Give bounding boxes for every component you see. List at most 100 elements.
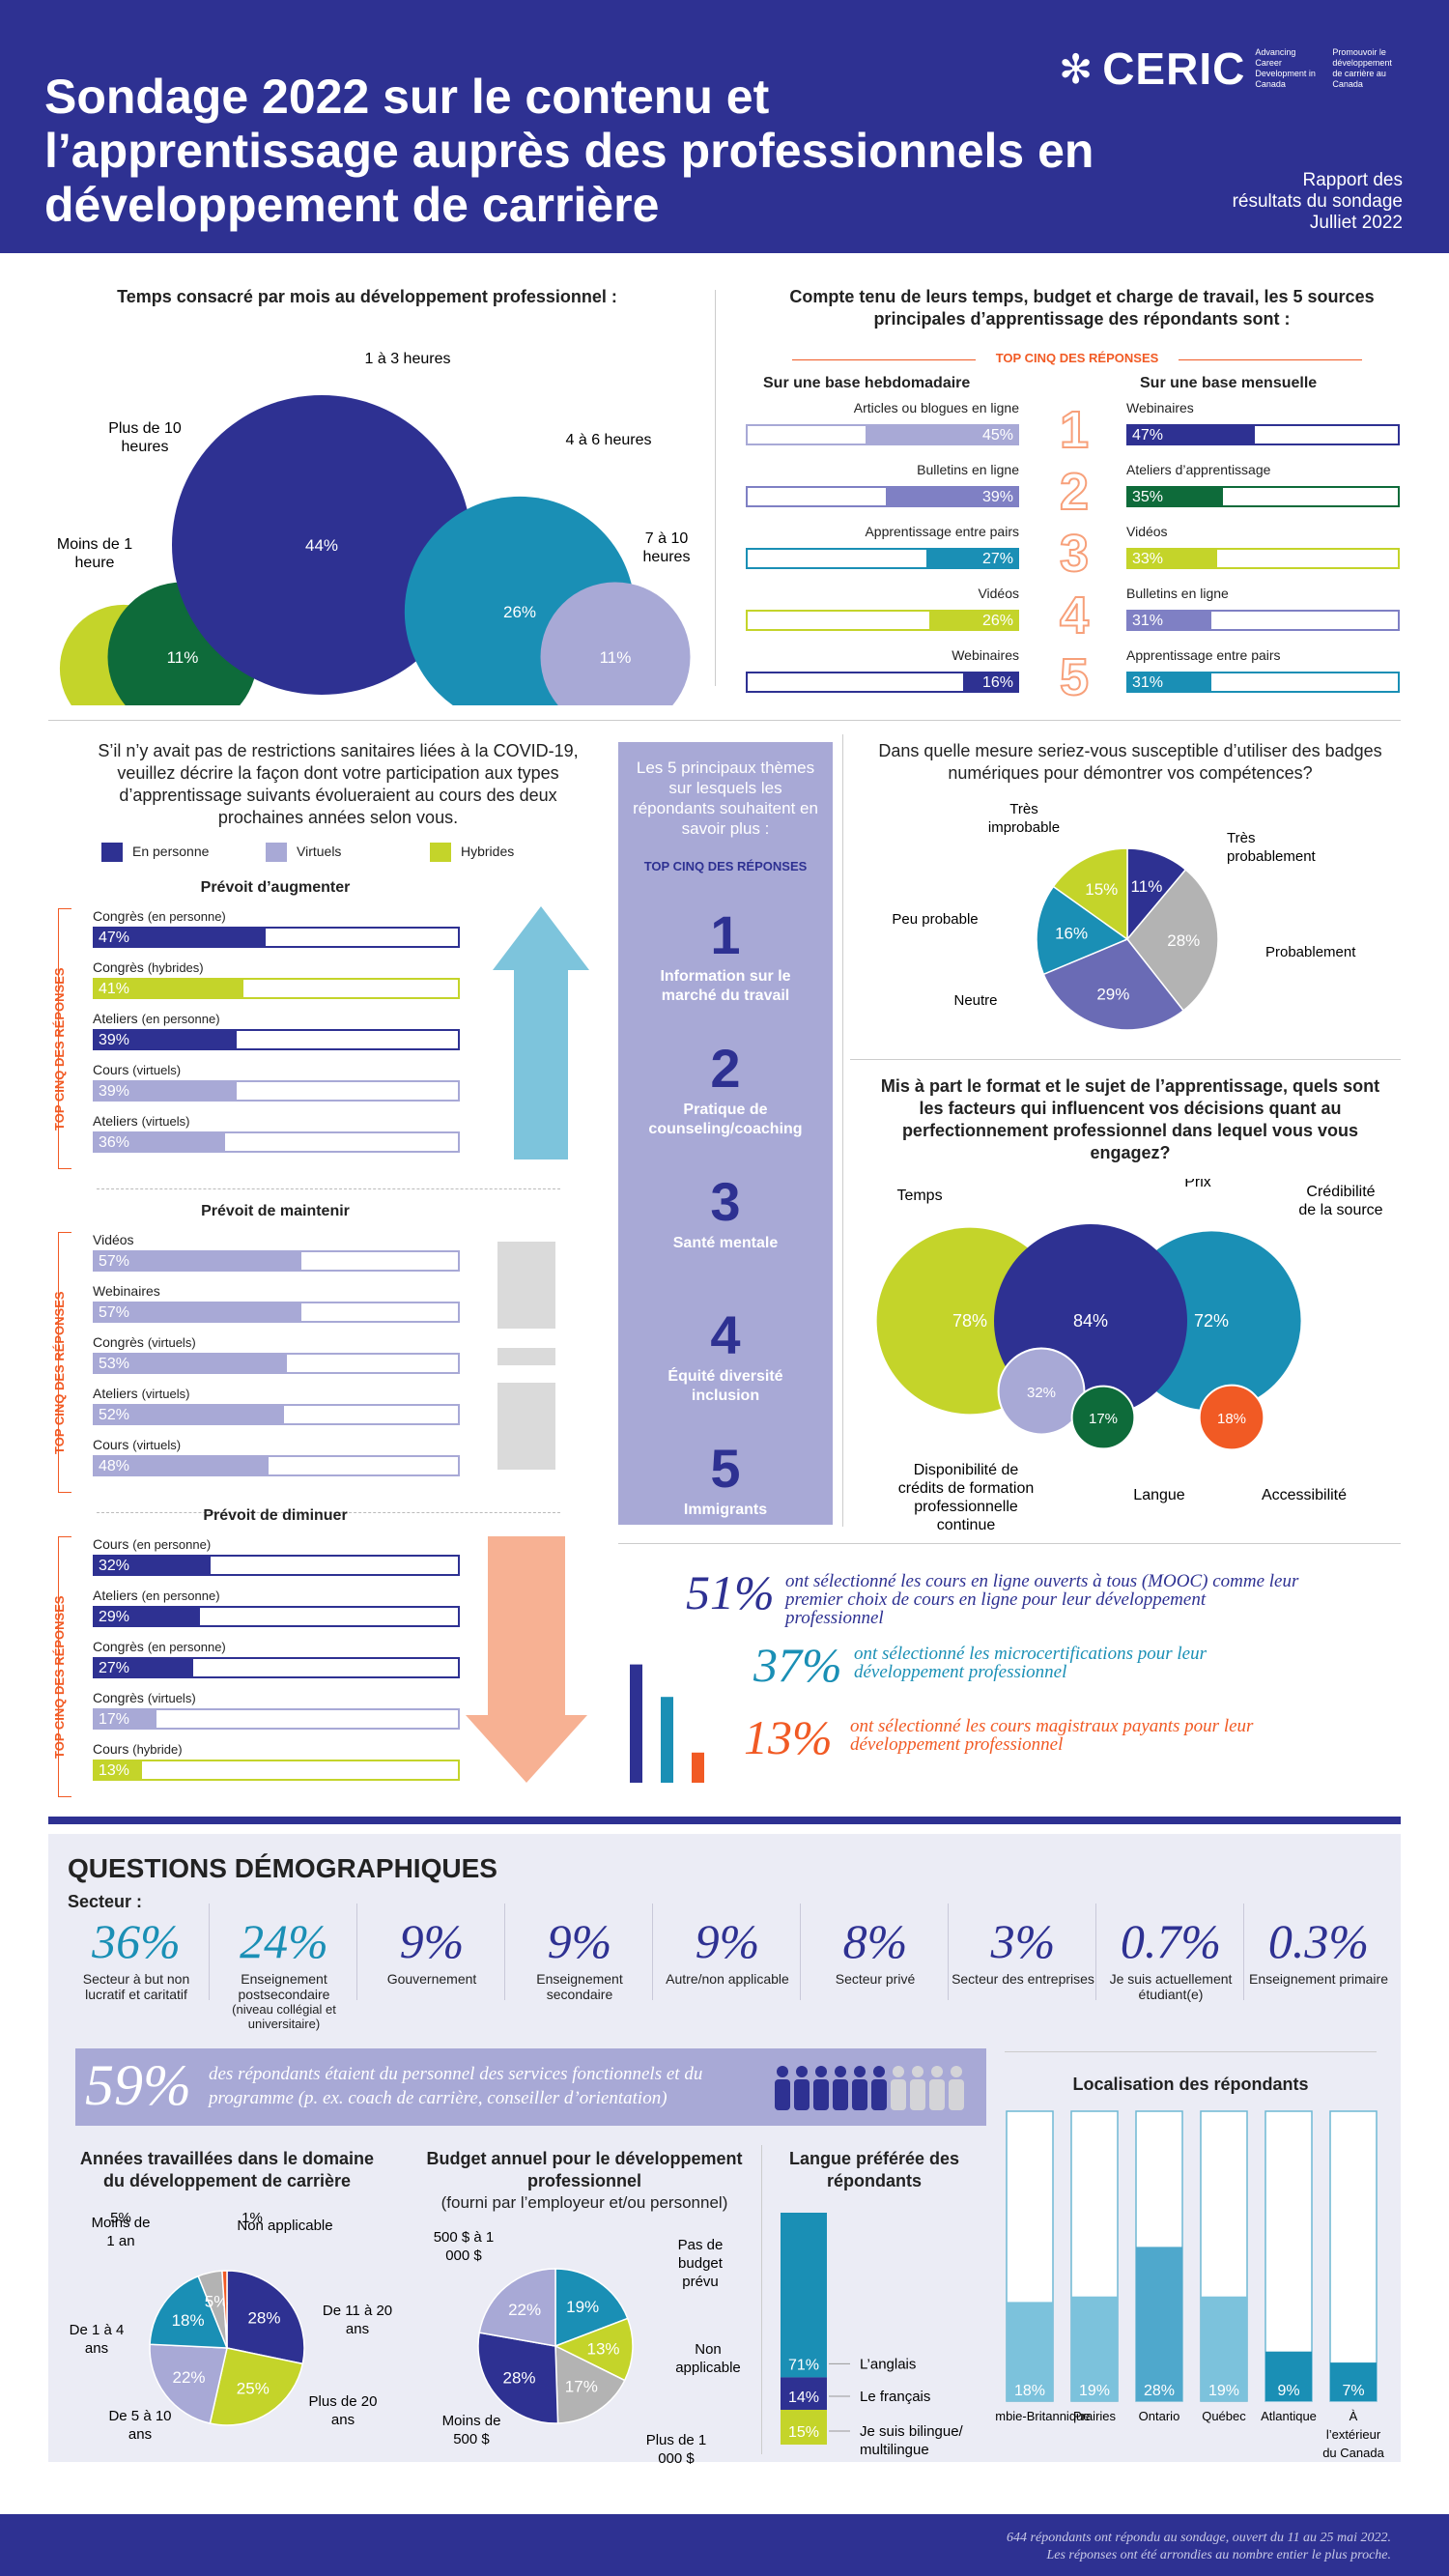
theme-label-3: Équité diversité inclusion — [668, 1368, 783, 1404]
pie-slice-1 — [554, 2317, 634, 2382]
monthly-bar-0: 47% — [1126, 424, 1400, 445]
ceric-logo: ✻ CERIC Advancing Career Development in … — [1059, 43, 1400, 95]
group-1-label-4: Cours (virtuels) — [93, 1437, 182, 1452]
course-value-0: 51% — [686, 1565, 775, 1619]
pie-label-4: 500 $ à 1 000 $ — [434, 2229, 495, 2264]
group-0-label-1: Congrès (hybrides) — [93, 959, 204, 975]
pie-value-0: 11% — [1131, 877, 1163, 896]
legend-label-2: Hybrides — [461, 844, 515, 859]
sector-label-1: Enseignement postsecondaire — [238, 1971, 330, 2002]
location-title: Localisation des répondants — [1072, 2075, 1309, 2094]
person-body-4 — [852, 2079, 867, 2110]
pie-label-0: Très probablement — [1227, 830, 1317, 865]
group-side-label-1: TOP CINQ DES RÉPONSES — [52, 1291, 67, 1454]
budget-title: Budget annuel pour le développement prof… — [426, 2149, 743, 2190]
person-icon-4 — [854, 2066, 866, 2077]
group-1-value-2: 53% — [99, 1356, 130, 1372]
group-1-bar-4: 48% — [93, 1455, 460, 1476]
person-icon-7 — [912, 2066, 923, 2077]
weekly-label-4: Webinaires — [952, 647, 1019, 663]
pie-value-2: 22% — [173, 2368, 206, 2387]
pie-label-2: Plus de 1 000 $ — [646, 2432, 707, 2464]
sector-divider-0 — [209, 1903, 210, 2000]
group-1-label-2: Congrès (virtuels) — [93, 1334, 196, 1350]
group-divider-0 — [97, 1188, 560, 1189]
person-body-6 — [891, 2079, 906, 2110]
monthly-fill-4 — [1128, 673, 1212, 691]
pie-value-0: 19% — [566, 2298, 599, 2316]
monthly-value-4: 31% — [1132, 674, 1164, 691]
group-1-fill-1 — [95, 1303, 302, 1321]
time-chart-title: Temps consacré par mois au développement… — [117, 287, 617, 306]
language-value-2: 15% — [788, 2424, 819, 2441]
years-small-value-5: 1% — [242, 2210, 263, 2226]
legend-label-0: En personne — [132, 844, 210, 859]
pie-slice-5 — [221, 2270, 228, 2349]
factor-value-0: 78% — [952, 1311, 987, 1331]
weekly-value-2: 27% — [981, 551, 1013, 567]
sector-divider-4 — [800, 1903, 801, 2000]
themes-title: Les 5 principaux thèmes sur lesquels les… — [633, 758, 818, 838]
bubble-2 — [172, 395, 471, 695]
group-2-fill-2 — [95, 1659, 193, 1676]
group-0-fill-3 — [95, 1082, 237, 1100]
person-body-5 — [871, 2079, 887, 2110]
location-bar-3 — [1201, 2296, 1247, 2401]
badges-title: Dans quelle mesure seriez-vous susceptib… — [878, 741, 1382, 783]
group-title-0: Prévoit d’augmenter — [200, 879, 351, 896]
sector-divider-6 — [1095, 1903, 1096, 2000]
location-value-0: 18% — [1014, 2383, 1045, 2399]
weekly-label-3: Vidéos — [978, 586, 1019, 601]
group-0-bar-2: 39% — [93, 1029, 460, 1050]
person-icon-9 — [951, 2066, 962, 2077]
group-1-bar-3: 52% — [93, 1404, 460, 1425]
sector-label-6: Secteur des entreprises — [952, 1971, 1094, 1987]
sector-divider-2 — [504, 1903, 505, 2000]
pie-label-2: De 5 à 10 ans — [108, 2408, 171, 2443]
pie-label-3: Peu probable — [892, 911, 978, 928]
theme-label-1: Pratique de counseling/coaching — [648, 1102, 803, 1137]
language-chart: 71% L’anglais 14% Le français 15% Je suis bil… — [781, 2213, 964, 2458]
theme-label-2: Santé mentale — [672, 1235, 779, 1251]
pie-slice-3 — [149, 2275, 229, 2349]
course-bar-2 — [692, 1752, 704, 1783]
pie-slice-4 — [1052, 847, 1128, 941]
budget-subtitle: (fourni par l’employeur et/ou personnel) — [440, 2193, 728, 2212]
person-icon-1 — [796, 2066, 808, 2077]
location-chart: 18% Colombie-Britannique 19% Prairies 28% Ont… — [995, 2110, 1385, 2459]
weekly-label-2: Apprentissage entre pairs — [865, 524, 1019, 539]
weekly-value-4: 16% — [981, 674, 1013, 691]
location-label-1: Prairies — [1073, 2409, 1117, 2423]
group-1-label-1: Webinaires — [93, 1283, 160, 1299]
group-0-label-0: Congrès (en personne) — [93, 908, 226, 924]
course-text-0: ont sélectionné les cours en ligne ouver… — [783, 1571, 1299, 1628]
group-2-fill-3 — [95, 1710, 156, 1728]
pie-slice-4 — [478, 2268, 556, 2347]
people-icons — [775, 2066, 964, 2110]
group-2-fill-4 — [95, 1761, 142, 1779]
group-2-bar-1: 29% — [93, 1606, 460, 1627]
course-text-2: ont sélectionné les cours magistraux pay… — [850, 1716, 1254, 1755]
group-2-value-3: 17% — [99, 1711, 130, 1728]
course-bar-0 — [630, 1664, 642, 1783]
factor-value-2: 72% — [1194, 1311, 1229, 1331]
group-1-fill-2 — [95, 1355, 288, 1372]
pie-label-1: Plus de 20 ans — [309, 2393, 378, 2428]
location-bar-2 — [1136, 2247, 1182, 2401]
monthly-bar-1: 35% — [1126, 486, 1400, 507]
theme-number-3: 4 — [710, 1304, 741, 1365]
bubble-value-2: 44% — [305, 536, 338, 555]
group-0-bar-4: 36% — [93, 1131, 460, 1153]
theme-label-4: Immigrants — [683, 1502, 768, 1518]
group-1-label-3: Ateliers (virtuels) — [93, 1386, 190, 1401]
sector-divider-1 — [356, 1903, 357, 2000]
rank-0: 1 — [1059, 401, 1090, 459]
group-2-label-1: Ateliers (en personne) — [93, 1588, 220, 1603]
rank-3: 4 — [1059, 587, 1090, 644]
location-bar-0 — [1007, 2302, 1053, 2401]
monthly-label-4: Apprentissage entre pairs — [1126, 647, 1281, 663]
logo-tagline-fr: Promouvoir le développement de carrière … — [1332, 47, 1392, 89]
factor-bubble-5 — [1198, 1384, 1265, 1451]
location-label-2: Ontario — [1139, 2409, 1180, 2423]
